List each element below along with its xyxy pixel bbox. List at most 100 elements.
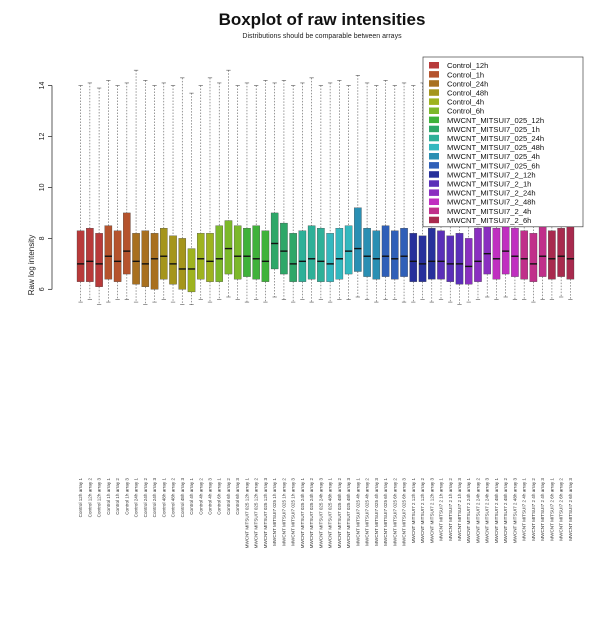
box-12 xyxy=(178,77,187,305)
x-tick-label: Control 24h array 2 xyxy=(143,478,148,518)
box-29 xyxy=(335,80,344,300)
legend-swatch xyxy=(429,134,439,142)
box-iqr xyxy=(95,233,103,287)
box-iqr xyxy=(381,225,390,277)
box-28 xyxy=(326,82,334,303)
box-iqr xyxy=(178,238,187,290)
box-16 xyxy=(215,82,223,300)
box-18 xyxy=(233,85,242,300)
box-iqr xyxy=(187,248,196,293)
legend-item: MWCNT_MITSUI7_025_12h xyxy=(429,116,544,125)
legend-item: MWCNT_MITSUI7_2_48h xyxy=(429,198,536,207)
x-tick-label: Control 48h array 1 xyxy=(161,478,166,518)
box-iqr xyxy=(566,222,575,280)
legend-swatch xyxy=(429,198,439,205)
x-tick-label: Control 1h array 2 xyxy=(115,478,120,515)
box-8 xyxy=(141,80,150,305)
box-iqr xyxy=(150,233,159,290)
legend-label: MWCNT_MITSUI7_2_24h xyxy=(447,189,536,198)
box-iqr xyxy=(335,228,344,280)
legend-item: MWCNT_MITSUI7_025_24h xyxy=(429,134,544,143)
legend-item: MWCNT_MITSUI7_025_48h xyxy=(429,143,544,152)
box-iqr xyxy=(428,228,436,280)
x-tick-label: MWCNT MITSUI7 025 12h array 1 xyxy=(244,478,249,549)
box-iqr xyxy=(123,212,131,275)
legend-item: MWCNT_MITSUI7_025_4h xyxy=(429,152,540,161)
legend-label: Control_12h xyxy=(447,61,488,70)
x-tick-label: Control 4h array 2 xyxy=(198,478,203,515)
legend-label: Control_4h xyxy=(447,98,484,107)
box-iqr xyxy=(492,228,501,280)
legend-swatch xyxy=(429,143,439,151)
legend-item: Control_6h xyxy=(429,107,484,116)
box-17 xyxy=(224,69,233,298)
box-iqr xyxy=(76,230,85,282)
legend-item: MWCNT_MITSUI7_025_1h xyxy=(429,125,540,134)
x-tick-label: MWCNT MITSUI7 2 1h array 1 xyxy=(439,478,444,541)
x-tick-label: Control 6h array 1 xyxy=(217,478,222,515)
x-tick-label: MWCNT MITSUI7 2 48h array 2 xyxy=(503,478,508,544)
box-iqr xyxy=(298,230,307,282)
legend-swatch xyxy=(429,80,439,87)
box-iqr xyxy=(372,230,381,280)
box-23 xyxy=(280,80,288,300)
box-7 xyxy=(132,69,140,303)
x-tick-label: Control 6h array 2 xyxy=(226,478,231,515)
box-3 xyxy=(95,87,103,305)
x-tick-label: MWCNT MITSUI7 2 24h array 2 xyxy=(475,478,480,544)
x-tick-label: MWCNT MITSUI7 025 12h array 3 xyxy=(263,478,268,549)
box-24 xyxy=(289,85,297,303)
box-iqr xyxy=(233,225,242,280)
legend-label: MWCNT_MITSUI7_025_6h xyxy=(447,161,540,170)
box-iqr xyxy=(280,222,288,275)
box-15 xyxy=(206,77,214,303)
legend-swatch xyxy=(429,180,439,187)
y-tick-label: 14 xyxy=(39,81,46,89)
box-iqr xyxy=(160,228,168,280)
box-iqr xyxy=(464,238,473,285)
box-iqr xyxy=(215,225,223,282)
legend-label: MWCNT_MITSUI7_2_1h xyxy=(447,180,531,189)
box-iqr xyxy=(548,230,556,280)
box-37 xyxy=(409,85,418,303)
x-tick-label: Control 48h array 3 xyxy=(180,478,185,518)
x-tick-label: MWCNT MITSUI7 2 48h array 3 xyxy=(512,478,517,544)
x-tick-label: Control 4h array 1 xyxy=(189,478,194,515)
x-tick-label: MWCNT MITSUI7 2 12h array 1 xyxy=(411,478,416,544)
box-iqr xyxy=(529,233,538,282)
box-iqr xyxy=(261,230,270,282)
box-iqr xyxy=(307,225,316,280)
x-tick-label: MWCNT MITSUI7 025 6h array 1 xyxy=(383,478,388,546)
box-iqr xyxy=(270,212,279,270)
box-26 xyxy=(307,77,316,303)
chart-title: Boxplot of raw intensities xyxy=(219,10,426,29)
x-tick-label: MWCNT MITSUI7 025 24h array 3 xyxy=(318,478,323,549)
legend-label: MWCNT_MITSUI7_025_4h xyxy=(447,152,540,161)
box-iqr xyxy=(455,233,464,285)
legend-item: MWCNT_MITSUI7_2_12h xyxy=(429,170,536,179)
x-tick-label: Control 24h array 1 xyxy=(134,478,139,518)
legend-label: MWCNT_MITSUI7_025_48h xyxy=(447,143,544,152)
x-tick-label: MWCNT MITSUI7 2 6h array 2 xyxy=(559,478,564,541)
x-tick-label: MWCNT MITSUI7 2 4h array 3 xyxy=(540,478,545,541)
box-iqr xyxy=(520,230,528,280)
box-iqr xyxy=(169,235,177,285)
legend-item: MWCNT_MITSUI7_2_6h xyxy=(429,216,531,225)
y-tick-label: 12 xyxy=(39,132,46,140)
box-30 xyxy=(344,85,353,300)
x-tick-label: MWCNT MITSUI7 2 12h array 2 xyxy=(420,478,425,544)
box-iqr xyxy=(437,230,445,280)
box-4 xyxy=(104,80,113,303)
box-iqr xyxy=(418,235,427,282)
box-iqr xyxy=(354,207,362,272)
legend-item: Control_12h xyxy=(429,61,488,70)
x-tick-label: MWCNT MITSUI7 2 24h array 3 xyxy=(485,478,490,544)
box-13 xyxy=(187,92,196,305)
box-31 xyxy=(354,74,362,298)
x-tick-label: Control 4h array 3 xyxy=(207,478,212,515)
x-tick-label: MWCNT MITSUI7 025 6h array 2 xyxy=(392,478,397,546)
box-iqr xyxy=(243,228,251,277)
legend-label: MWCNT_MITSUI7_025_12h xyxy=(447,116,544,125)
box-iqr xyxy=(141,230,150,287)
